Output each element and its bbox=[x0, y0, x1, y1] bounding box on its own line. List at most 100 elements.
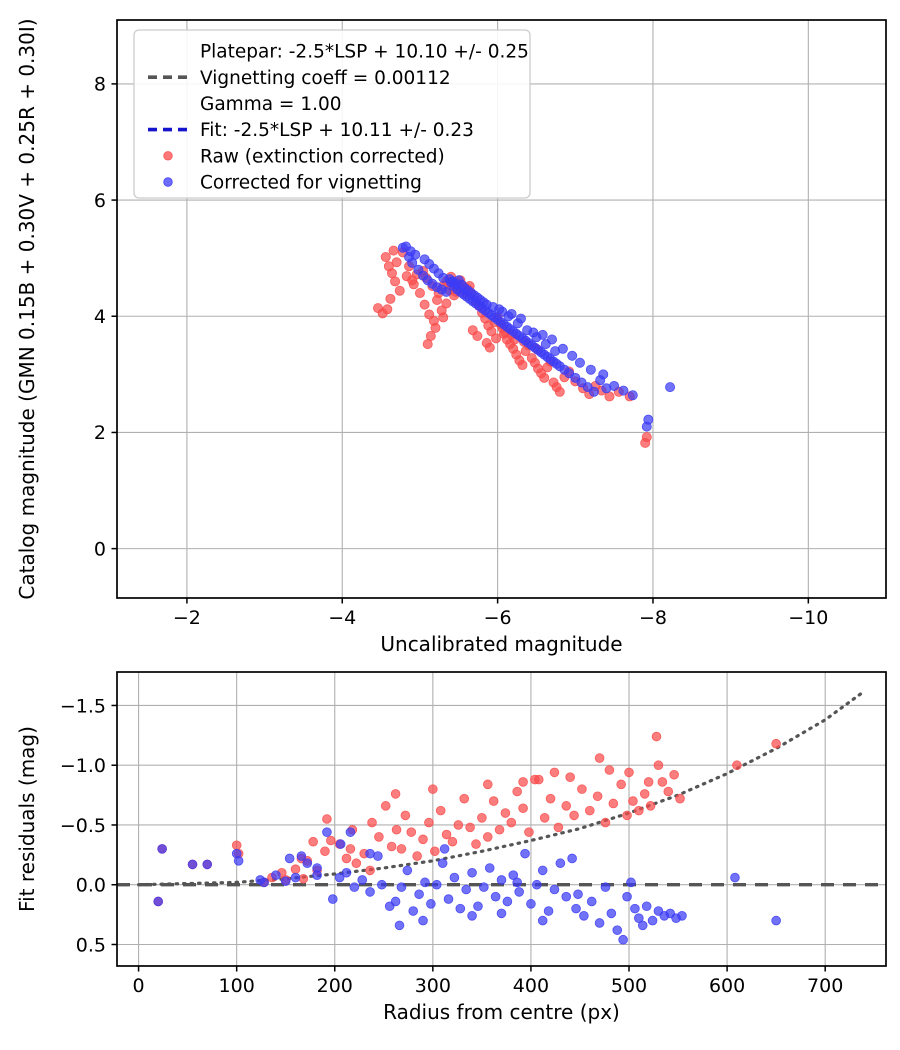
data-point bbox=[506, 817, 517, 828]
data-point bbox=[380, 801, 391, 811]
data-point bbox=[365, 887, 375, 897]
data-point bbox=[549, 767, 560, 778]
data-point bbox=[408, 906, 419, 916]
data-point bbox=[732, 760, 742, 771]
y-tick-label: 2 bbox=[94, 422, 106, 444]
data-point bbox=[549, 884, 560, 895]
data-point bbox=[539, 812, 550, 823]
data-point bbox=[327, 894, 338, 904]
x-tick-label: 500 bbox=[611, 975, 647, 997]
data-point bbox=[512, 877, 522, 888]
data-point bbox=[312, 863, 322, 873]
x-tick-label: −4 bbox=[328, 607, 356, 629]
data-point bbox=[385, 293, 396, 304]
y-tick-label: −0.5 bbox=[60, 815, 106, 837]
data-point bbox=[497, 306, 508, 317]
data-point bbox=[484, 863, 495, 873]
data-point bbox=[598, 369, 609, 380]
data-point bbox=[730, 872, 740, 883]
data-point bbox=[630, 903, 640, 914]
data-point bbox=[233, 856, 244, 866]
data-point bbox=[435, 805, 446, 816]
data-point bbox=[565, 772, 575, 782]
data-point bbox=[539, 372, 550, 383]
x-tick-label: −6 bbox=[484, 607, 512, 629]
data-point bbox=[491, 333, 502, 344]
data-point bbox=[420, 877, 430, 888]
data-point bbox=[373, 851, 383, 861]
data-point bbox=[431, 879, 442, 890]
data-point bbox=[443, 894, 454, 904]
x-tick-label: −8 bbox=[639, 607, 667, 629]
data-point bbox=[518, 803, 528, 814]
axes-frame bbox=[116, 19, 887, 599]
data-point bbox=[537, 915, 548, 926]
data-point bbox=[517, 360, 528, 371]
data-point bbox=[383, 261, 394, 272]
data-point bbox=[677, 910, 687, 921]
axes-panel-fit-residuals: 0 100 200 300 400 500 600 700 0.5 0.0 −0.5 −1.0 −1.5… bbox=[15, 671, 887, 1024]
data-point bbox=[394, 920, 405, 931]
data-point bbox=[308, 836, 318, 847]
data-point bbox=[402, 865, 413, 876]
data-point bbox=[545, 793, 556, 804]
data-point bbox=[569, 810, 579, 821]
data-point bbox=[627, 390, 638, 401]
data-point bbox=[349, 882, 360, 892]
data-point bbox=[290, 864, 301, 874]
data-point bbox=[437, 858, 448, 869]
data-point bbox=[502, 896, 513, 907]
data-point bbox=[380, 252, 391, 263]
data-point bbox=[606, 908, 617, 919]
data-point bbox=[388, 245, 399, 256]
data-point bbox=[518, 777, 528, 787]
data-point bbox=[675, 793, 685, 804]
data-point bbox=[561, 801, 572, 811]
data-point bbox=[494, 824, 505, 835]
data-point bbox=[481, 299, 492, 310]
data-point bbox=[430, 322, 441, 333]
x-tick-label: 200 bbox=[317, 975, 353, 997]
data-point bbox=[414, 889, 424, 900]
y-tick-label: 8 bbox=[94, 74, 106, 96]
data-point bbox=[771, 915, 781, 926]
data-point bbox=[500, 808, 511, 818]
data-point bbox=[643, 414, 654, 425]
data-point bbox=[467, 867, 477, 878]
data-point bbox=[157, 844, 167, 854]
data-point bbox=[647, 915, 658, 926]
y-tick-label: −1.0 bbox=[60, 755, 106, 777]
data-point bbox=[386, 841, 397, 852]
data-point bbox=[406, 827, 417, 837]
data-point bbox=[585, 364, 596, 375]
data-point bbox=[622, 810, 632, 821]
data-point bbox=[438, 312, 449, 323]
data-point bbox=[326, 835, 336, 846]
data-point bbox=[574, 357, 585, 368]
data-point bbox=[471, 839, 481, 849]
data-point bbox=[496, 908, 507, 919]
data-point bbox=[584, 805, 595, 816]
legend-box bbox=[133, 29, 531, 199]
data-point bbox=[396, 844, 407, 854]
data-point bbox=[496, 875, 507, 885]
legend-label: Platepar: -2.5*LSP + 10.10 +/- 0.25 bbox=[200, 42, 529, 63]
data-point bbox=[482, 832, 493, 842]
axis-ticks: −2 −4 −6 −8 −10 0 2 4 6 8 bbox=[94, 74, 828, 629]
data-point bbox=[506, 308, 517, 319]
data-point bbox=[414, 288, 425, 299]
data-point bbox=[609, 380, 620, 391]
data-point bbox=[608, 798, 619, 809]
data-point bbox=[628, 796, 638, 806]
data-point bbox=[479, 882, 489, 892]
data-point bbox=[467, 910, 477, 921]
legend-dot-handle bbox=[163, 151, 173, 161]
legend: Platepar: -2.5*LSP + 10.10 +/- 0.25 Vigne… bbox=[133, 29, 531, 199]
data-point bbox=[280, 876, 291, 886]
data-point bbox=[419, 299, 430, 310]
data-point bbox=[429, 846, 440, 857]
x-tick-label: 700 bbox=[807, 975, 843, 997]
data-point bbox=[524, 827, 534, 837]
x-tick-label: 300 bbox=[415, 975, 451, 997]
data-point bbox=[345, 844, 356, 854]
